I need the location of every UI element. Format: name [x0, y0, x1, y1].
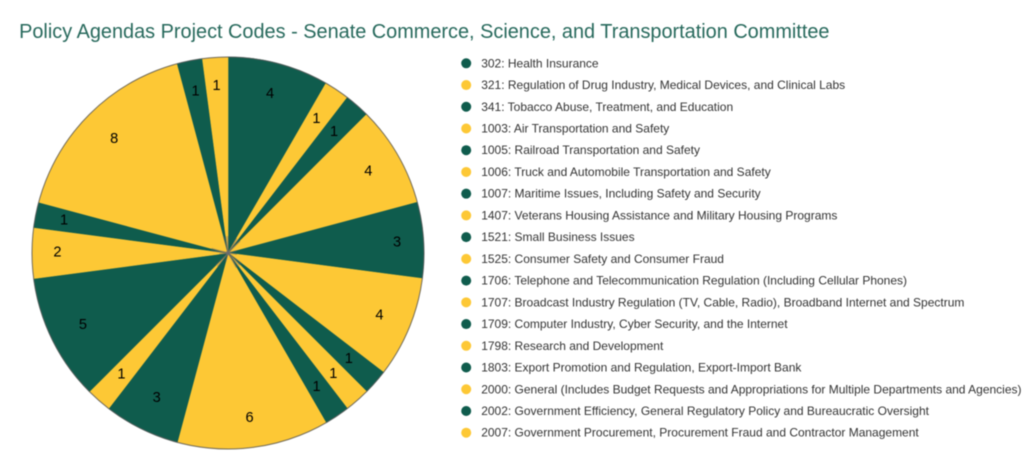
svg-text:1: 1 — [312, 111, 320, 127]
svg-text:1706: Telephone and Telecommun: 1706: Telephone and Telecommunication Re… — [481, 274, 907, 288]
svg-text:1798: Research and Development: 1798: Research and Development — [481, 339, 664, 353]
svg-text:1709: Computer Industry, Cyber: 1709: Computer Industry, Cyber Security,… — [481, 317, 788, 331]
svg-text:1007: Maritime Issues, Includi: 1007: Maritime Issues, Including Safety … — [481, 187, 760, 201]
svg-text:302: Health Insurance: 302: Health Insurance — [481, 56, 599, 70]
svg-text:3: 3 — [393, 234, 401, 250]
svg-text:1006: Truck and Automobile Tra: 1006: Truck and Automobile Transportatio… — [481, 165, 771, 179]
svg-text:3: 3 — [153, 390, 161, 406]
svg-text:1: 1 — [117, 366, 125, 382]
svg-text:1521: Small Business Issues: 1521: Small Business Issues — [481, 230, 634, 244]
svg-text:6: 6 — [245, 410, 253, 426]
svg-text:1: 1 — [60, 213, 68, 229]
svg-text:1707: Broadcast Industry Regul: 1707: Broadcast Industry Regulation (TV,… — [481, 295, 964, 309]
svg-text:1: 1 — [329, 366, 337, 382]
svg-text:2007: Government Procurement,: 2007: Government Procurement, Procuremen… — [481, 426, 919, 440]
svg-text:341: Tobacco Abuse, Treatment,: 341: Tobacco Abuse, Treatment, and Educa… — [481, 100, 733, 114]
svg-text:1: 1 — [313, 379, 321, 395]
svg-text:1: 1 — [191, 84, 199, 100]
svg-text:321: Regulation of Drug Indust: 321: Regulation of Drug Industry, Medica… — [481, 78, 845, 92]
svg-text:1: 1 — [330, 124, 338, 140]
svg-text:1003: Air Transportation and S: 1003: Air Transportation and Safety — [481, 121, 669, 135]
svg-text:5: 5 — [79, 317, 87, 333]
svg-text:4: 4 — [375, 308, 383, 324]
svg-text:1803: Export Promotion and Reg: 1803: Export Promotion and Regulation, E… — [481, 361, 802, 375]
svg-text:4: 4 — [364, 164, 372, 180]
svg-text:1: 1 — [345, 351, 353, 367]
svg-text:8: 8 — [110, 131, 118, 147]
svg-text:1525: Consumer Safety and Cons: 1525: Consumer Safety and Consumer Fraud — [481, 252, 724, 266]
svg-text:2: 2 — [53, 245, 61, 261]
svg-text:2000: General (Includes Budget: 2000: General (Includes Budget Requests … — [481, 382, 1021, 396]
svg-text:1005: Railroad Transportation: 1005: Railroad Transportation and Safety — [481, 143, 700, 157]
svg-text:1407: Veterans Housing Assista: 1407: Veterans Housing Assistance and Mi… — [481, 208, 837, 222]
svg-text:Policy Agendas Project Codes -: Policy Agendas Project Codes - Senate Co… — [19, 21, 829, 43]
svg-text:4: 4 — [266, 86, 274, 102]
svg-text:2002: Government Efficiency, G: 2002: Government Efficiency, General Reg… — [481, 404, 929, 418]
svg-text:1: 1 — [212, 78, 220, 94]
